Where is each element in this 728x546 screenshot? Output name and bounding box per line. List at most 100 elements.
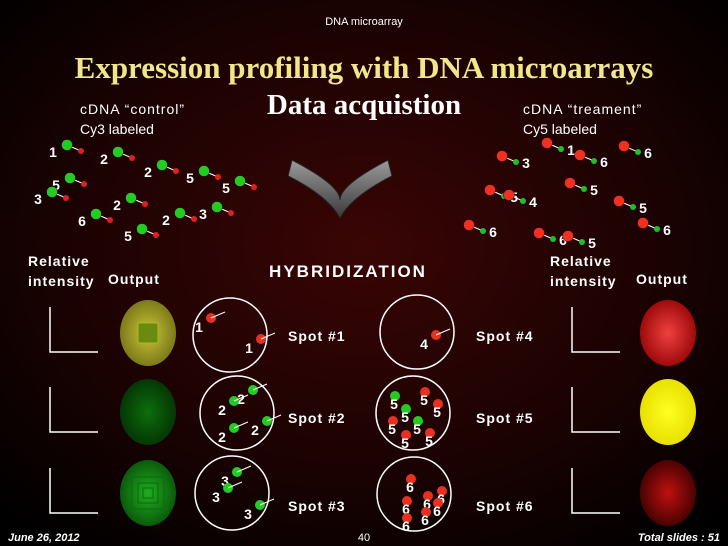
treatment-label: Cy5 labeled [523,121,597,137]
output-ring [137,482,159,504]
output-ring [131,476,165,510]
probe-tip [78,148,84,154]
probe-dot [198,165,210,177]
probe-dot [463,219,475,231]
spot-label: Spot #5 [476,410,534,426]
probe-line [233,394,249,402]
spot-number: 3 [522,155,530,171]
probe-dot [402,496,412,506]
spot-number: 5 [222,180,230,196]
probe-dot [401,430,411,440]
probe-tip [142,201,148,207]
probe-line [210,311,226,319]
spot-number: 6 [421,512,429,528]
output-label: Output [108,271,160,287]
probe-dot [637,217,649,229]
probe-line [233,421,249,429]
probe-dot [388,416,398,426]
probe-line [236,465,252,473]
probe-tip [635,149,641,155]
probe-dot [401,404,411,414]
outputs [49,300,696,526]
probe-tip [581,186,587,192]
probe-line [435,328,451,336]
probe-dot [574,149,586,161]
subtitle: Data acquistion [267,89,461,121]
treatment-name: cDNA “treament” [523,101,642,117]
spot-number: 5 [433,404,441,420]
spot-number: 5 [124,228,132,244]
output-label: Output [636,271,688,287]
spot-number: 5 [420,392,428,408]
arrow [287,159,393,220]
footer-date: June 26, 2012 [8,532,80,544]
probe-dot [433,498,443,508]
axes [571,468,620,514]
control-label: Cy3 labeled [80,121,154,137]
probe-tip [107,217,113,223]
footer-page: 40 [358,532,370,544]
spot-number: 2 [218,429,226,445]
probe-tip [63,195,69,201]
spot-number: 5 [590,182,598,198]
spot-number: 2 [144,164,152,180]
probe-tip [550,236,556,242]
probe-dot [174,207,186,219]
probe-tip [558,146,564,152]
probe-dot [496,150,508,162]
intensity-label: Relative [550,253,612,269]
probe-line [252,383,268,391]
spot-number: 6 [78,213,86,229]
spot-label: Spot #2 [288,410,346,426]
probe-tip [215,174,221,180]
spot-number: 5 [639,200,647,216]
output-spot [640,379,696,445]
probe-dot [423,491,433,501]
probe-tip [81,181,87,187]
output-center [137,322,159,344]
probe-dot [390,391,400,401]
spot-number: 5 [390,396,398,412]
spot-number: 5 [413,421,421,437]
footer-total: Total slides : 51 [638,532,720,544]
spot-number: 6 [559,232,567,248]
spot-label: Spot #3 [288,498,346,514]
output-spot [640,460,696,526]
spot-number: 6 [600,154,608,170]
spot-circle [376,456,452,532]
spot-number: 5 [588,235,596,251]
header: DNA microarray [325,16,403,28]
probe-dot [425,428,435,438]
probe-dot [564,177,576,189]
probe-dot [413,416,423,426]
spot-number: 5 [52,177,60,193]
probe-tip [654,226,660,232]
spot-number: 5 [401,435,409,451]
probe-dot [156,159,168,171]
spot-number: 3 [244,506,252,522]
spot-number: 5 [401,409,409,425]
spot-number: 1 [49,144,57,160]
probe-dot [503,189,515,201]
probe-tip [251,184,257,190]
spot-circle [199,375,275,451]
probe-dot [618,140,630,152]
output-spot [120,460,176,526]
spot-circle [194,455,270,531]
spot-number: 3 [221,473,229,489]
spot-number: 5 [186,170,194,186]
probe-tip [153,232,159,238]
spot-label: Spot #4 [476,328,534,344]
probe-dot [562,230,574,242]
spot-number: 2 [237,391,245,407]
spot-circle [379,294,455,370]
spot-number: 6 [663,222,671,238]
spot-number: 4 [529,194,537,210]
axes [49,387,98,433]
spot-label: Spot #1 [288,328,346,344]
spot-number: 6 [437,491,445,507]
spot-number: 2 [218,402,226,418]
spot-number: 1 [195,319,203,335]
probe-dot [136,223,148,235]
